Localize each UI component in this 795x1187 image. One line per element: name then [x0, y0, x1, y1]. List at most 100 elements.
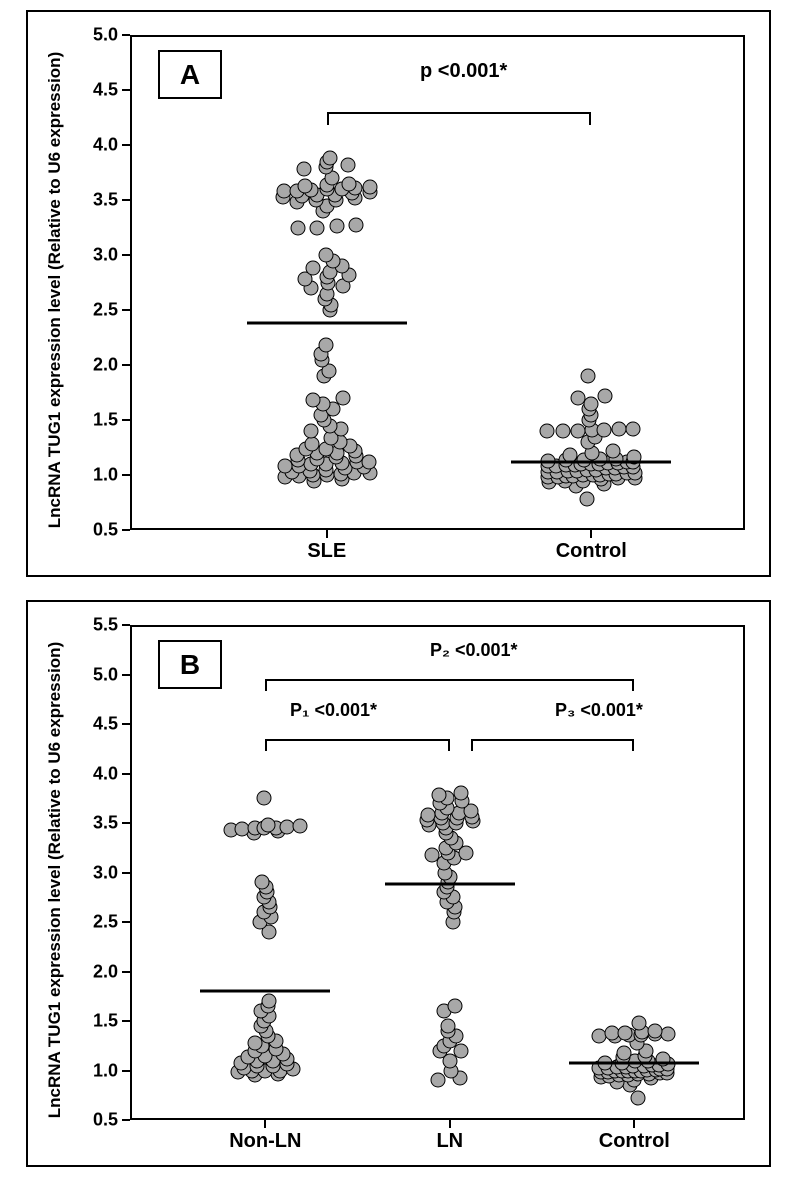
y-tick	[122, 89, 130, 91]
x-tick	[326, 530, 328, 538]
y-tick	[122, 529, 130, 531]
data-point	[296, 162, 311, 177]
data-point	[630, 1091, 645, 1106]
median-line	[385, 883, 515, 886]
x-tick-label: LN	[436, 1130, 463, 1153]
panel-a-plot	[130, 35, 745, 530]
y-tick	[122, 1020, 130, 1022]
data-point	[322, 151, 337, 166]
data-point	[555, 424, 570, 439]
data-point	[329, 219, 344, 234]
data-point	[309, 220, 324, 235]
y-tick-label: 2.5	[80, 300, 118, 321]
y-tick	[122, 34, 130, 36]
data-point	[661, 1026, 676, 1041]
y-tick	[122, 822, 130, 824]
bracket-line	[327, 112, 329, 125]
median-line	[247, 322, 407, 325]
y-tick	[122, 1070, 130, 1072]
p-value-label: P₂ <0.001*	[430, 640, 518, 661]
p-value-label: P₁ <0.001*	[290, 700, 377, 721]
data-point	[348, 218, 363, 233]
x-tick-label: Non-LN	[229, 1130, 301, 1153]
bracket-line	[265, 679, 634, 681]
y-tick	[122, 971, 130, 973]
y-tick	[122, 199, 130, 201]
data-point	[631, 1015, 646, 1030]
y-tick	[122, 1119, 130, 1121]
data-point	[430, 1073, 445, 1088]
y-tick-label: 4.5	[80, 80, 118, 101]
data-point	[617, 1045, 632, 1060]
bracket-line	[265, 739, 450, 741]
y-tick-label: 2.0	[80, 961, 118, 982]
y-tick	[122, 624, 130, 626]
data-point	[618, 1025, 633, 1040]
bracket-line	[589, 112, 591, 125]
data-point	[431, 788, 446, 803]
data-point	[293, 818, 308, 833]
y-tick	[122, 872, 130, 874]
y-tick	[122, 723, 130, 725]
data-point	[598, 388, 613, 403]
data-point	[579, 492, 594, 507]
panel-a-y-axis-label: LncRNA TUG1 expression level (Relative t…	[45, 10, 65, 570]
y-tick-label: 5.0	[80, 664, 118, 685]
data-point	[291, 220, 306, 235]
y-tick-label: 3.5	[80, 190, 118, 211]
p-value-label: P₃ <0.001*	[555, 700, 643, 721]
median-line	[511, 460, 671, 463]
data-point	[454, 786, 469, 801]
y-tick-label: 2.5	[80, 912, 118, 933]
y-tick	[122, 419, 130, 421]
y-tick-label: 3.5	[80, 813, 118, 834]
y-tick	[122, 474, 130, 476]
y-tick	[122, 144, 130, 146]
data-point	[261, 994, 276, 1009]
data-point	[648, 1023, 663, 1038]
data-point	[580, 369, 595, 384]
data-point	[255, 875, 270, 890]
panel-b-label: B	[158, 640, 222, 689]
panel-b-y-axis-label: LncRNA TUG1 expression level (Relative t…	[45, 600, 65, 1160]
data-point	[335, 391, 350, 406]
bracket-line	[471, 739, 634, 741]
figure-container: A LncRNA TUG1 expression level (Relative…	[0, 0, 795, 1187]
x-tick	[264, 1120, 266, 1128]
median-line	[200, 990, 330, 993]
data-point	[440, 1018, 455, 1033]
y-tick-label: 3.0	[80, 862, 118, 883]
y-tick-label: 3.0	[80, 245, 118, 266]
data-point	[540, 424, 555, 439]
y-tick-label: 4.5	[80, 714, 118, 735]
data-point	[319, 248, 334, 263]
bracket-line	[471, 739, 473, 751]
y-tick-label: 0.5	[80, 1110, 118, 1131]
x-tick-label: SLE	[307, 540, 346, 563]
y-tick-label: 1.5	[80, 1011, 118, 1032]
x-tick-label: Control	[599, 1130, 670, 1153]
y-tick	[122, 309, 130, 311]
y-tick	[122, 921, 130, 923]
bracket-line	[265, 679, 267, 691]
y-tick-label: 4.0	[80, 763, 118, 784]
data-point	[626, 421, 641, 436]
x-tick-label: Control	[556, 540, 627, 563]
y-tick	[122, 254, 130, 256]
data-point	[361, 454, 376, 469]
bracket-line	[448, 739, 450, 751]
y-tick	[122, 674, 130, 676]
panel-b-label-text: B	[180, 649, 200, 681]
data-point	[612, 421, 627, 436]
y-tick-label: 0.5	[80, 520, 118, 541]
data-point	[342, 176, 357, 191]
bracket-line	[632, 739, 634, 751]
bracket-line	[632, 679, 634, 691]
data-point	[304, 424, 319, 439]
bracket-line	[265, 739, 267, 751]
data-point	[584, 396, 599, 411]
data-point	[570, 391, 585, 406]
x-tick	[633, 1120, 635, 1128]
data-point	[318, 338, 333, 353]
data-point	[260, 817, 275, 832]
